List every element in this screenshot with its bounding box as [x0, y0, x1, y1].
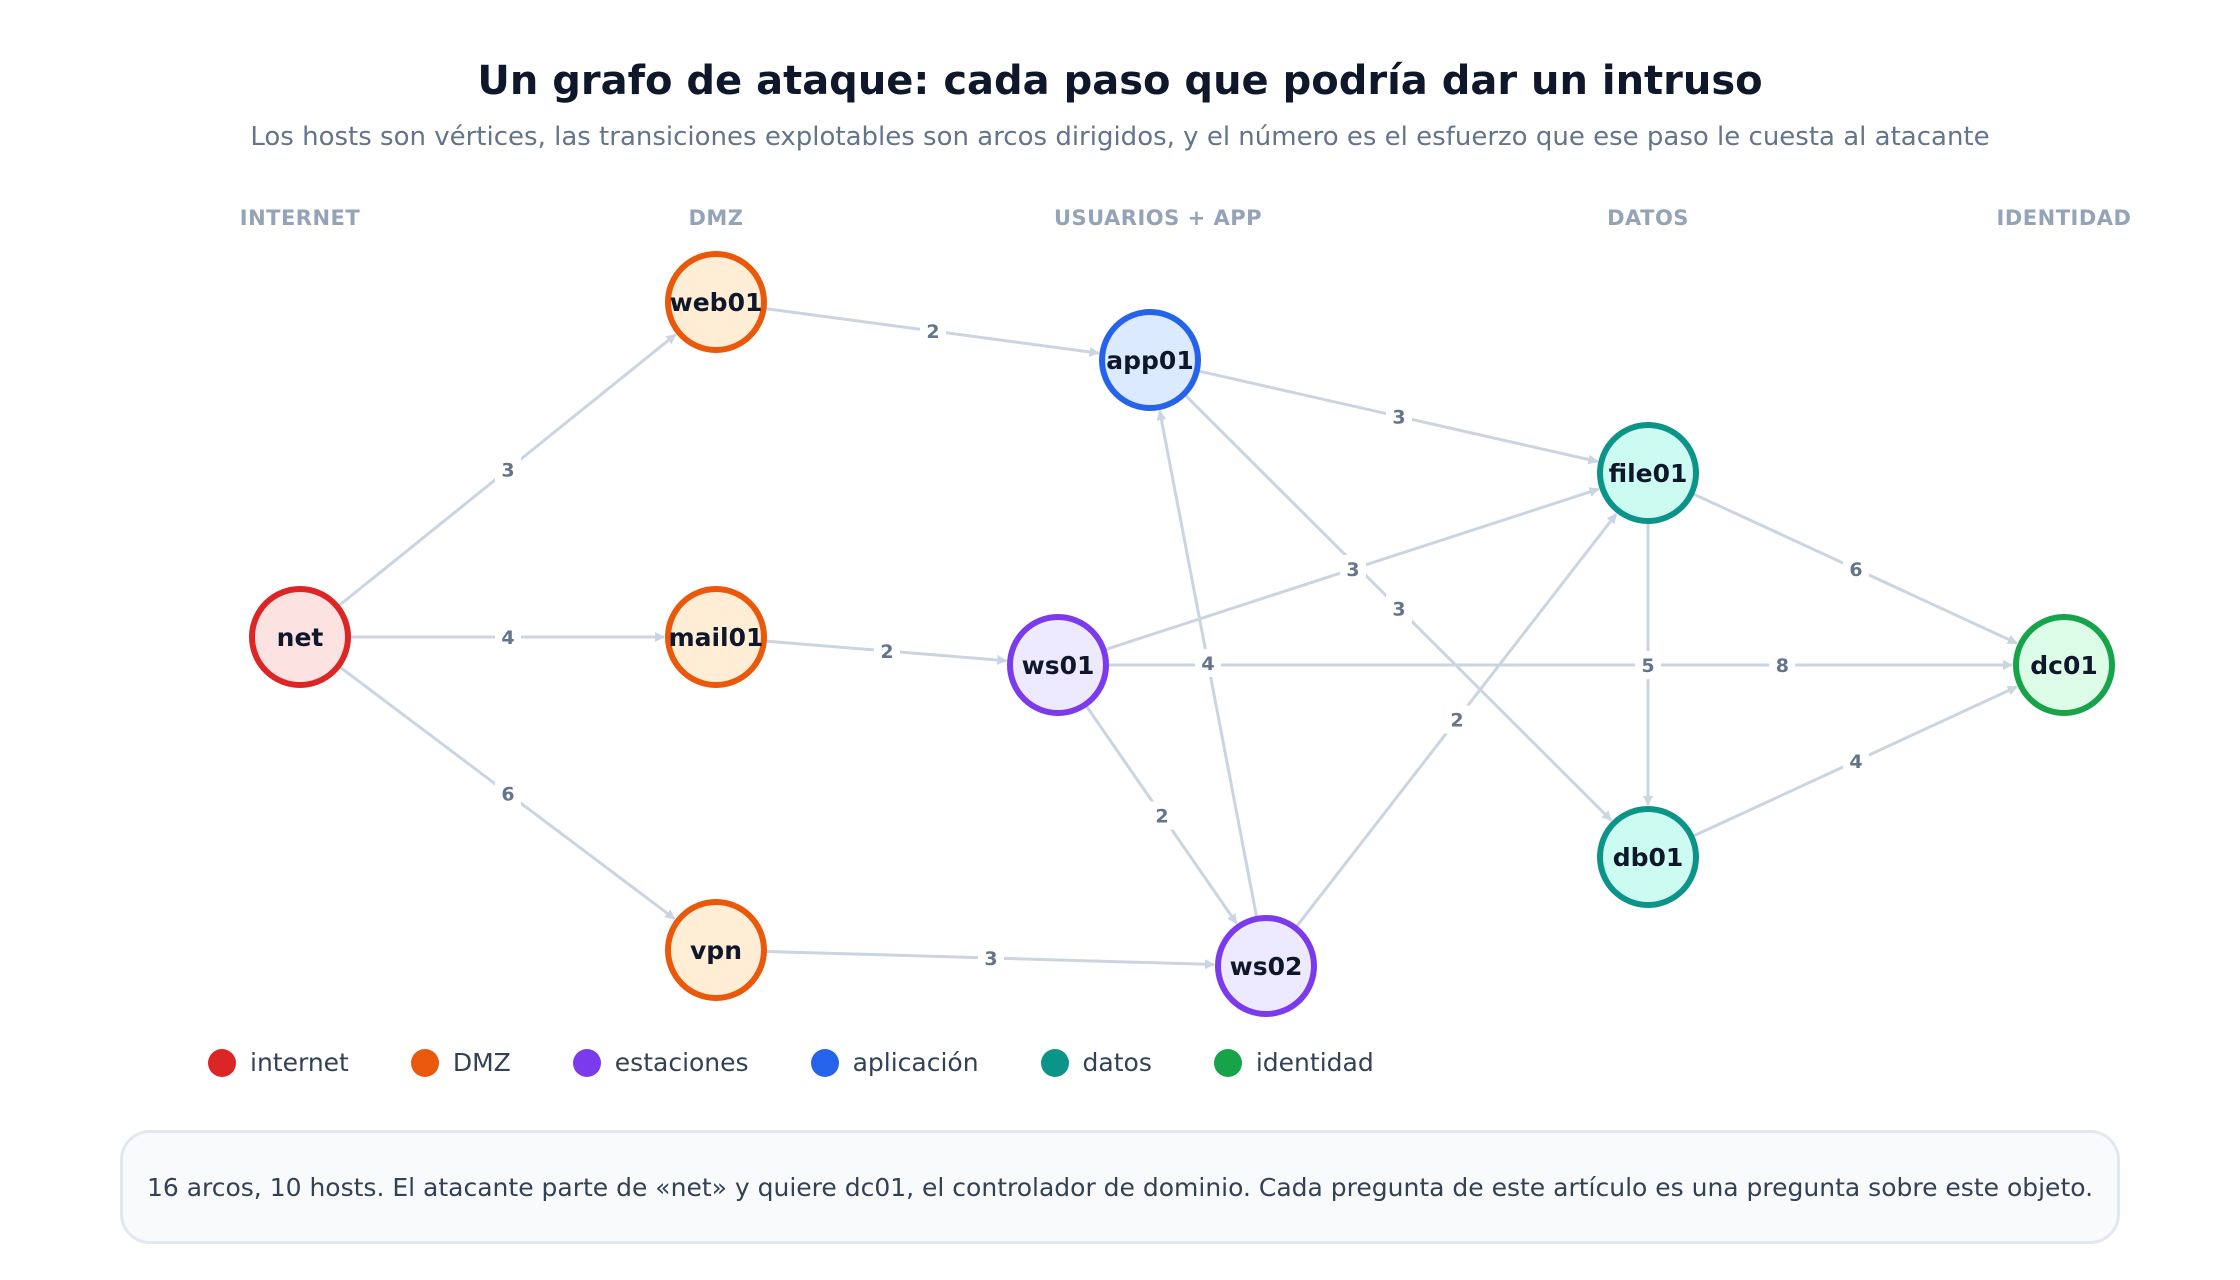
node-dc01[interactable]: dc01	[2013, 614, 2115, 716]
node-circle	[249, 586, 351, 688]
legend-swatch	[572, 1048, 601, 1077]
edge-weight-ws02-app01: 4	[1201, 653, 1214, 675]
legend-item: datos	[1040, 1048, 1152, 1077]
legend-label: DMZ	[452, 1048, 511, 1077]
node-label: ws02	[1230, 952, 1303, 981]
node-mail01[interactable]: mail01	[665, 586, 767, 688]
edge-labels: 3 4 6 2 2 3 3 3 3 8 2 4 2 5 6 4	[495, 317, 1869, 972]
node-vpn[interactable]: vpn	[665, 899, 767, 1001]
edge-label-background	[1843, 747, 1869, 775]
page-subtitle: Los hosts son vértices, las transiciones…	[250, 122, 1990, 152]
column-label: IDENTIDAD	[1997, 206, 2132, 230]
node-label: ws01	[1022, 651, 1095, 680]
edge-weight-net-web01: 3	[501, 460, 514, 482]
edge-weight-net-mail01: 4	[501, 627, 514, 649]
edge-weight-vpn-ws02: 3	[984, 948, 997, 970]
legend-swatch	[810, 1048, 839, 1077]
edges	[338, 307, 2018, 970]
column-labels: INTERNET DMZ USUARIOS + APP DATOS IDENTIDAD	[240, 206, 2132, 230]
node-circle	[665, 586, 767, 688]
edge-label-background	[1386, 402, 1412, 431]
edge-weight-ws02-file01: 2	[1450, 710, 1463, 732]
node-label: vpn	[690, 936, 742, 965]
edge-weight-app01-file01: 3	[1392, 407, 1405, 429]
edge-weight-ws01-file01: 3	[1346, 559, 1359, 581]
edge-weight-file01-dc01: 6	[1849, 559, 1862, 581]
edge-label-background	[1195, 649, 1221, 677]
legend-item: estaciones	[572, 1048, 749, 1077]
edge-label-background	[978, 944, 1004, 972]
edge-label-background	[1340, 555, 1366, 583]
legend-swatch	[208, 1048, 236, 1077]
node-web01[interactable]: web01	[665, 251, 767, 353]
edge-weight-mail01-ws01: 2	[880, 641, 893, 663]
node-circle	[2013, 614, 2115, 716]
edge-weight-net-vpn: 6	[501, 784, 514, 806]
node-label: app01	[1106, 346, 1193, 375]
node-app01[interactable]: app01	[1099, 309, 1201, 411]
legend-swatch	[410, 1048, 439, 1077]
edge-weight-app01-db01: 3	[1392, 599, 1405, 621]
node-label: db01	[1613, 843, 1684, 872]
attack-graph: INTERNET DMZ USUARIOS + APP DATOS IDENTIDAD …	[240, 206, 2132, 1017]
page-title: Un grafo de ataque: cada paso que podría…	[477, 58, 1763, 104]
node-file01[interactable]: file01	[1597, 422, 1699, 524]
edge-label-background	[495, 455, 521, 484]
edge-weight-ws01-dc01: 8	[1776, 655, 1789, 677]
column-label: DATOS	[1607, 206, 1689, 230]
edge-weight-db01-dc01: 4	[1849, 751, 1862, 773]
node-circle	[1215, 915, 1317, 1017]
edge-label-background	[1843, 555, 1869, 583]
node-circle	[1597, 422, 1699, 524]
legend-label: internet	[250, 1048, 349, 1077]
edge-label-background	[920, 317, 946, 345]
edge-weight-file01-db01: 5	[1641, 655, 1654, 677]
legend-label: estaciones	[614, 1048, 749, 1077]
legend-label: datos	[1082, 1048, 1152, 1077]
node-circle	[665, 251, 767, 353]
edge-label-background	[1444, 705, 1470, 734]
node-label: dc01	[2030, 651, 2098, 680]
edge-label-background	[1149, 801, 1175, 830]
node-ws01[interactable]: ws01	[1007, 614, 1109, 716]
footer-note: 16 arcos, 10 hosts. El atacante parte de…	[120, 1130, 2120, 1244]
node-label: web01	[670, 288, 763, 317]
edge-label-background	[1769, 651, 1796, 679]
node-circle	[1007, 614, 1109, 716]
legend-swatch	[1040, 1048, 1069, 1077]
node-label: net	[277, 623, 324, 652]
node-ws02[interactable]: ws02	[1215, 915, 1317, 1017]
legend-label: identidad	[1255, 1048, 1374, 1077]
node-label: file01	[1609, 459, 1688, 488]
column-label: USUARIOS + APP	[1054, 206, 1262, 230]
edge-label-background	[1386, 594, 1412, 623]
edge-label-background	[495, 623, 521, 651]
legend-item: aplicación	[810, 1048, 979, 1077]
legend-label: aplicación	[852, 1048, 979, 1077]
node-net[interactable]: net	[249, 586, 351, 688]
legend-item: internet	[208, 1048, 349, 1077]
node-circle	[665, 899, 767, 1001]
edge-label-background	[495, 779, 521, 808]
legend-item: DMZ	[410, 1048, 511, 1077]
edge-label-background	[1635, 651, 1661, 679]
legend: internet DMZ estaciones aplicación datos iden…	[208, 1048, 1374, 1077]
column-label: DMZ	[688, 206, 743, 230]
edge-label-background	[874, 637, 900, 665]
edge-weight-web01-app01: 2	[926, 321, 939, 343]
edge-weight-ws01-ws02: 2	[1155, 806, 1168, 828]
legend-swatch	[1213, 1048, 1242, 1077]
column-label: INTERNET	[240, 206, 361, 230]
node-label: mail01	[669, 623, 764, 652]
node-circle	[1099, 309, 1201, 411]
nodes: net web01 mail01 vpn app01 ws01 ws02 file01 db01…	[249, 251, 2115, 1017]
legend-item: identidad	[1213, 1048, 1374, 1077]
node-db01[interactable]: db01	[1597, 806, 1699, 908]
node-circle	[1597, 806, 1699, 908]
